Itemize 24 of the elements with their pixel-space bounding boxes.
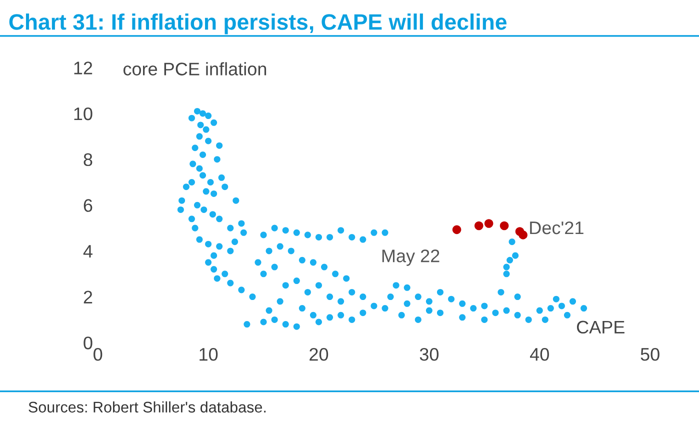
- point: [474, 221, 484, 230]
- x-axis-title: CAPE: [576, 320, 624, 334]
- annotation: May 22: [382, 250, 440, 266]
- point: [518, 230, 528, 240]
- x-tick-label: 10: [200, 348, 218, 361]
- y-tick-label: 0: [84, 336, 92, 350]
- point: [452, 225, 462, 234]
- y-tick-label: 12: [74, 62, 92, 74]
- x-tick-label: 30: [420, 348, 439, 361]
- chart-title: Chart 31: If inflation persists, CAPE will decline: [9, 14, 506, 34]
- x-tick-label: 20: [310, 348, 328, 361]
- x-tick-label: 40: [530, 348, 549, 361]
- y-tick-label: 2: [84, 290, 92, 304]
- source-note: Sources: Robert Shiller's database.: [28, 401, 266, 413]
- y-tick-label: 10: [74, 107, 92, 120]
- point: [500, 221, 509, 230]
- y-tick-label: 8: [84, 153, 92, 166]
- annotation: Dec'21: [530, 221, 584, 234]
- y-tick-label: 4: [83, 245, 92, 258]
- x-tick-label: 50: [640, 348, 660, 361]
- x-tick-label: 0: [94, 348, 102, 361]
- y-axis-title: core PCE inflation: [123, 62, 266, 76]
- y-tick-label: 6: [84, 199, 92, 212]
- point: [484, 219, 494, 228]
